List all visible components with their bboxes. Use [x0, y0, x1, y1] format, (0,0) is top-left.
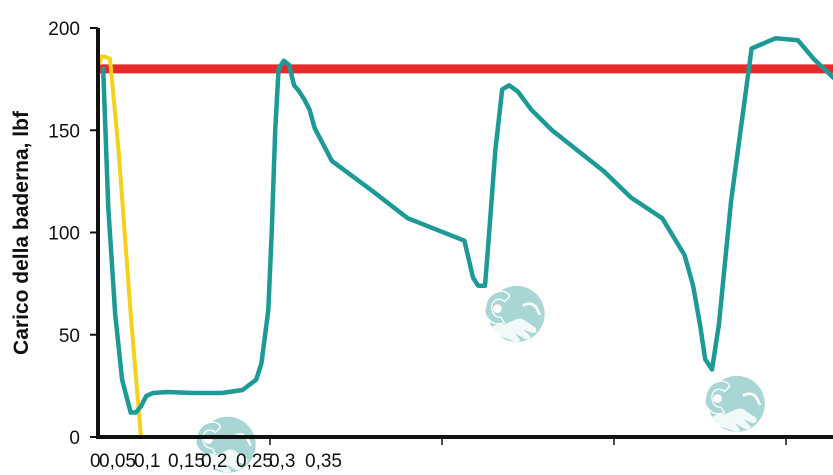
x-tick-label: 0,3	[269, 451, 295, 472]
x-tick-label: 0,05	[99, 451, 136, 472]
x-tick-label: 0	[90, 451, 101, 472]
y-tick-label: 150	[48, 121, 80, 142]
x-ticks: 00,050,1 0,150,2 0,250,3 0,35	[90, 437, 787, 472]
y-ticks: 0 50 100 150 200	[48, 19, 98, 449]
handshake-icon	[483, 284, 546, 344]
handshake-icon	[703, 374, 767, 434]
x-tick-label: 0,35	[305, 451, 342, 472]
series-line-teal	[100, 35, 833, 415]
y-tick-label: 100	[48, 224, 80, 245]
y-tick-label: 50	[59, 326, 80, 347]
y-tick-label: 0	[69, 428, 80, 449]
series-layer	[97, 35, 833, 439]
axes	[96, 28, 833, 439]
x-tick-label: 0,1	[134, 451, 160, 472]
x-tick-label: 0,15	[168, 451, 205, 472]
series-line-yellow	[97, 54, 150, 439]
x-tick-label: 0,2	[201, 451, 227, 472]
y-axis-title: Carico della baderna, lbf	[10, 110, 33, 355]
handshake-icons	[194, 284, 767, 475]
y-tick-label: 200	[48, 19, 80, 40]
x-tick-label: 0,25	[236, 451, 273, 472]
